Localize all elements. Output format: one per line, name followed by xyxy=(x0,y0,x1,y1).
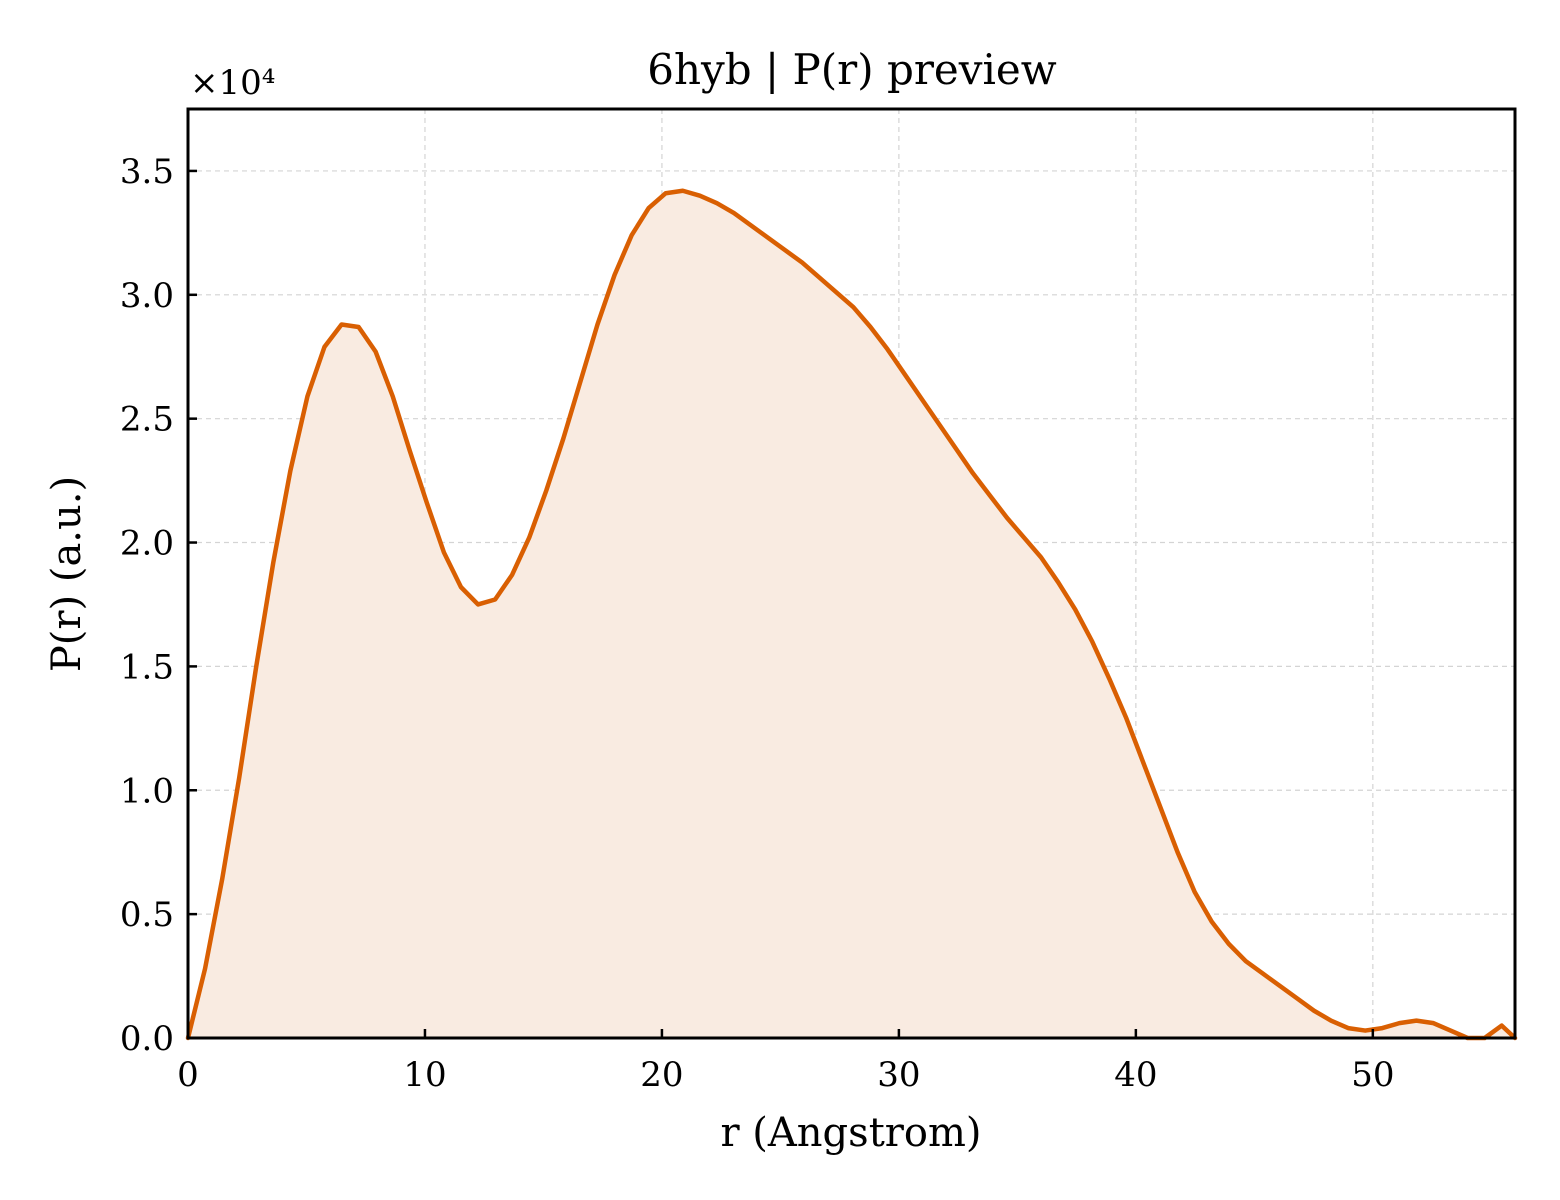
series-line xyxy=(185,188,1518,1041)
y-tick-label: 3.5 xyxy=(120,152,174,192)
chart-title: 6hyb | P(r) preview xyxy=(647,45,1057,94)
ticks-layer: 0 10 20 30 40 50 0.0 0.5 1.0 1.5 2.0 2.5 3.0 3.5 xyxy=(120,152,1395,1095)
x-tick-label: 50 xyxy=(1351,1055,1394,1095)
x-tick-label: 10 xyxy=(403,1055,446,1095)
x-tick-label: 0 xyxy=(177,1055,199,1095)
y-axis-offset-label: ×10⁴ xyxy=(190,63,275,103)
y-tick-label: 2.5 xyxy=(120,400,174,440)
y-tick-label: 1.0 xyxy=(120,771,174,811)
x-tick-label: 30 xyxy=(877,1055,920,1095)
y-axis-title: P(r) (a.u.) xyxy=(44,476,90,672)
y-tick-label: 1.5 xyxy=(120,647,174,687)
x-tick-label: 40 xyxy=(1114,1055,1157,1095)
plot-frame xyxy=(186,107,1517,1040)
y-tick-label: 3.0 xyxy=(120,276,174,316)
y-tick-label: 2.0 xyxy=(120,524,174,564)
area-fill xyxy=(188,190,1515,1038)
y-tick-label: 0.0 xyxy=(120,1019,174,1059)
x-axis-title: r (Angstrom) xyxy=(720,1110,981,1156)
y-tick-label: 0.5 xyxy=(120,895,174,935)
x-tick-label: 20 xyxy=(640,1055,683,1095)
